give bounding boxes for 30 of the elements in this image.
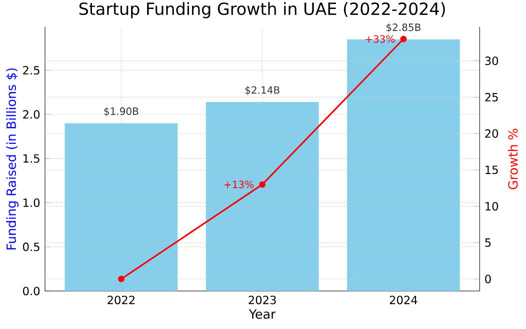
point [400, 36, 407, 42]
bar [206, 102, 319, 291]
x-tick-label: 2024 [390, 296, 418, 304]
data-label: +13% [224, 180, 254, 188]
y-axis-title: Funding Raised (in Billions $) [6, 68, 18, 250]
y2-tick-label: 30 [485, 56, 498, 66]
y2-tick-label: 25 [485, 92, 498, 102]
x-tick-label: 2023 [248, 296, 276, 304]
chart-title: Startup Funding Growth in UAE (2022-2024) [79, 2, 445, 18]
point [259, 181, 266, 188]
y-tick-label: 1.0 [24, 198, 40, 207]
y2-tick-label: 5 [485, 238, 491, 247]
y-tick-label: 1.5 [24, 154, 40, 163]
y-tick-label: 0.0 [23, 286, 40, 296]
point [118, 276, 124, 282]
bar [64, 123, 178, 291]
data-label: +33% [366, 35, 395, 43]
data-label: $2.14B [245, 86, 280, 96]
x-axis-title: Year [248, 309, 276, 319]
y-tick-label: 2.5 [23, 66, 40, 75]
y2-tick-label: 10 [486, 202, 498, 211]
y2-tick-label: 20 [485, 129, 498, 138]
y2-tick-label: 15 [486, 166, 498, 174]
y-tick-label: 0.5 [23, 242, 40, 252]
data-label: $2.85B [386, 23, 420, 32]
data-label: $1.90B [104, 107, 138, 116]
y2-axis-title: Growth % [508, 128, 518, 190]
y-tick-label: 2.0 [23, 110, 40, 119]
y2-tick-label: 0 [485, 274, 491, 284]
x-tick-label: 2022 [108, 296, 134, 304]
